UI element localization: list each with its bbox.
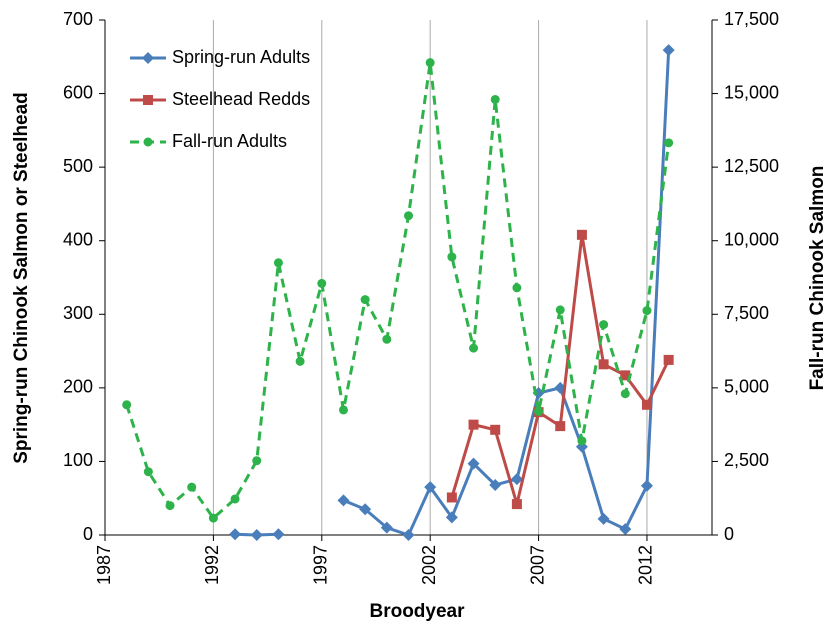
marker [642,306,652,316]
y-tick-label: 500 [63,156,93,176]
series-line [450,233,670,506]
marker [143,467,153,477]
y2-tick-label: 15,000 [724,82,779,102]
marker [597,512,610,525]
x-tick-label: 1992 [202,545,222,585]
y-tick-label: 0 [83,524,93,544]
x-axis-title: Broodyear [369,601,465,622]
legend-label: Fall-run Adults [172,131,287,151]
marker [510,473,523,486]
y-tick-label: 200 [63,377,93,397]
series-line [235,50,671,537]
marker [555,305,565,315]
marker [512,283,522,293]
marker [641,399,652,410]
marker [359,503,372,516]
x-tick-label: 1997 [311,545,331,585]
x-tick-label: 1987 [94,545,114,585]
series-line [125,61,671,520]
y-tick-label: 400 [63,229,93,249]
legend-marker [142,52,154,64]
marker [317,278,327,288]
y2-tick-label: 10,000 [724,229,779,249]
marker [640,479,653,492]
marker [273,258,283,268]
marker [555,421,566,432]
y2-tick-label: 17,500 [724,9,779,29]
marker [360,295,370,305]
y-tick-label: 100 [63,450,93,470]
y2-axis-title: Fall-run Chinook Salmon [807,166,828,391]
y2-tick-label: 7,500 [724,303,769,323]
y-tick-label: 300 [63,303,93,323]
marker [187,482,197,492]
marker [468,419,479,430]
legend-label: Steelhead Redds [172,89,310,109]
y2-tick-label: 5,000 [724,377,769,397]
marker [534,406,544,416]
y2-tick-label: 2,500 [724,450,769,470]
marker [576,229,587,240]
marker [295,356,305,366]
marker [252,456,262,466]
y-tick-label: 600 [63,82,93,102]
marker [337,494,350,507]
marker [272,528,285,541]
marker [382,334,392,344]
marker [445,511,458,524]
marker [577,436,587,446]
marker [165,501,175,511]
legend-marker [143,95,153,105]
marker [229,528,242,541]
y2-tick-label: 0 [724,524,734,544]
marker [490,94,500,104]
marker [402,529,415,541]
marker [425,58,435,68]
marker [404,211,413,221]
x-tick-label: 2007 [527,545,547,585]
marker [599,320,609,330]
marker [208,513,218,523]
marker [467,457,480,470]
legend-marker [143,137,153,147]
marker [620,389,630,399]
marker [230,494,240,504]
y-tick-label: 700 [63,9,93,29]
y-axis-title: Spring-run Chinook Salmon or Steelhead [11,92,32,464]
marker [489,478,502,491]
marker [424,481,437,494]
x-tick-label: 2012 [636,545,656,585]
marker [619,523,632,536]
legend-label: Spring-run Adults [172,47,310,67]
marker [490,424,501,435]
marker [250,529,263,541]
marker [122,400,132,410]
x-tick-label: 2002 [419,545,439,585]
marker [380,521,393,534]
marker [598,359,609,370]
marker [446,492,457,503]
marker [447,252,457,262]
marker [662,44,675,57]
marker [620,370,631,381]
marker [663,354,674,365]
marker [664,138,674,148]
y2-tick-label: 12,500 [724,156,779,176]
marker [338,405,348,415]
marker [469,343,479,353]
marker [511,499,522,510]
